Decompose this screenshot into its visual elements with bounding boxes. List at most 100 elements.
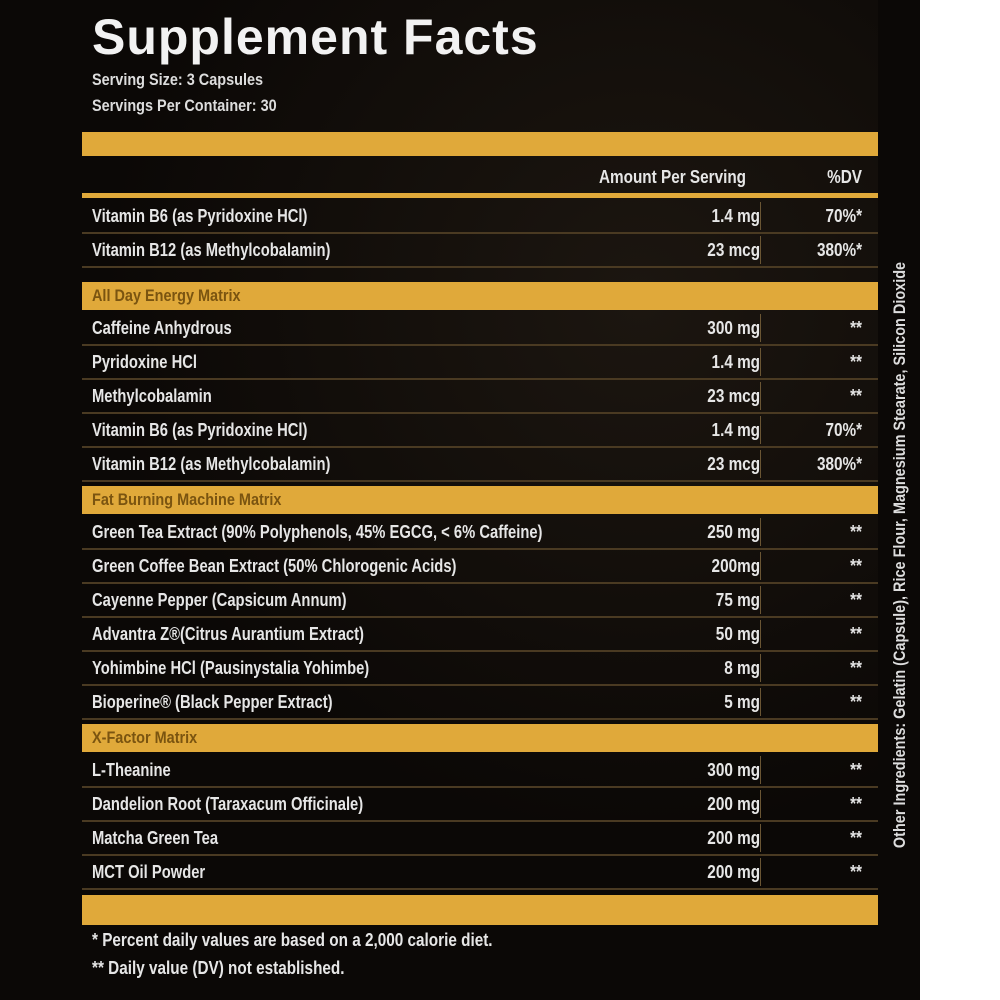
amount: 5 mg xyxy=(724,691,760,712)
section-header: X-Factor Matrix xyxy=(82,724,878,752)
column-divider xyxy=(760,416,761,444)
amount: 200mg xyxy=(711,555,760,576)
amount: 250 mg xyxy=(707,521,760,542)
daily-value: ** xyxy=(850,555,862,576)
servings-per-container: Servings Per Container: 30 xyxy=(92,96,277,115)
ingredient-name: Vitamin B12 (as Methylcobalamin) xyxy=(92,453,331,474)
amount: 23 mcg xyxy=(707,239,760,260)
ingredient-name: Caffeine Anhydrous xyxy=(92,317,232,338)
section-title: X-Factor Matrix xyxy=(92,728,198,747)
column-divider xyxy=(760,518,761,546)
ingredient-name: Vitamin B6 (as Pyridoxine HCl) xyxy=(92,419,308,440)
daily-value: ** xyxy=(850,657,862,678)
ingredient-name: Pyridoxine HCl xyxy=(92,351,197,372)
ingredient-name: Advantra Z®(Citrus Aurantium Extract) xyxy=(92,623,364,644)
column-divider xyxy=(760,382,761,410)
daily-value: ** xyxy=(850,521,862,542)
ingredient-row: Yohimbine HCl (Pausinystalia Yohimbe) 8 m… xyxy=(82,652,878,686)
amount: 200 mg xyxy=(707,861,760,882)
amount: 75 mg xyxy=(715,589,760,610)
amount: 23 mcg xyxy=(707,453,760,474)
ingredient-row: MCT Oil Powder 200 mg ** xyxy=(82,856,878,890)
dv-header: %DV xyxy=(827,166,862,187)
ingredient-row: Methylcobalamin 23 mcg ** xyxy=(82,380,878,414)
amount: 1.4 mg xyxy=(711,419,760,440)
ingredient-name: Cayenne Pepper (Capsicum Annum) xyxy=(92,589,347,610)
column-header: Amount Per Serving %DV xyxy=(82,160,878,194)
ingredient-row: Advantra Z®(Citrus Aurantium Extract) 50 … xyxy=(82,618,878,652)
ingredient-row: Cayenne Pepper (Capsicum Annum) 75 mg ** xyxy=(82,584,878,618)
ingredient-name: Dandelion Root (Taraxacum Officinale) xyxy=(92,793,364,814)
daily-value: 70%* xyxy=(825,419,862,440)
footnote: * Percent daily values are based on a 2,… xyxy=(92,930,493,950)
ingredient-row: Green Coffee Bean Extract (50% Chlorogen… xyxy=(82,550,878,584)
amount: 200 mg xyxy=(707,827,760,848)
daily-value: ** xyxy=(850,759,862,780)
column-divider xyxy=(760,202,761,230)
column-divider xyxy=(760,314,761,342)
column-divider xyxy=(760,236,761,264)
section-title: All Day Energy Matrix xyxy=(92,286,241,305)
ingredient-name: Green Coffee Bean Extract (50% Chlorogen… xyxy=(92,555,457,576)
amount: 300 mg xyxy=(707,317,760,338)
gold-divider xyxy=(82,895,878,925)
amount: 1.4 mg xyxy=(711,205,760,226)
other-ingredients: Other Ingredients: Gelatin (Capsule), Ri… xyxy=(890,261,909,849)
ingredient-name: Yohimbine HCl (Pausinystalia Yohimbe) xyxy=(92,657,370,678)
ingredient-name: Matcha Green Tea xyxy=(92,827,219,848)
title: Supplement Facts xyxy=(92,9,539,65)
ingredient-row: Green Tea Extract (90% Polyphenols, 45% … xyxy=(82,516,878,550)
daily-value: 380%* xyxy=(816,453,862,474)
daily-value: ** xyxy=(850,691,862,712)
ingredient-row: Vitamin B12 (as Methylcobalamin) 23 mcg 38… xyxy=(82,448,878,482)
daily-value: ** xyxy=(850,623,862,644)
ingredient-name: Green Tea Extract (90% Polyphenols, 45% … xyxy=(92,521,543,542)
daily-value: ** xyxy=(850,385,862,406)
serving-size: Serving Size: 3 Capsules xyxy=(92,70,264,89)
amount: 300 mg xyxy=(707,759,760,780)
daily-value: ** xyxy=(850,317,862,338)
section-title: Fat Burning Machine Matrix xyxy=(92,490,282,509)
column-divider xyxy=(760,620,761,648)
column-divider xyxy=(760,688,761,716)
column-divider xyxy=(760,756,761,784)
ingredient-name: Vitamin B12 (as Methylcobalamin) xyxy=(92,239,331,260)
amount: 200 mg xyxy=(707,793,760,814)
column-divider xyxy=(760,654,761,682)
footnote: ** Daily value (DV) not established. xyxy=(92,958,345,978)
ingredient-name: Methylcobalamin xyxy=(92,385,212,406)
amount: 23 mcg xyxy=(707,385,760,406)
section-header: Fat Burning Machine Matrix xyxy=(82,486,878,514)
ingredient-row: Caffeine Anhydrous 300 mg ** xyxy=(82,312,878,346)
facts-panel: Supplement Facts Serving Size: 3 Capsule… xyxy=(82,0,878,1000)
daily-value: ** xyxy=(850,793,862,814)
daily-value: 380%* xyxy=(816,239,862,260)
ingredient-name: L-Theanine xyxy=(92,759,171,780)
amount: 50 mg xyxy=(715,623,760,644)
column-divider xyxy=(760,348,761,376)
gold-divider xyxy=(82,132,878,156)
ingredient-row: Pyridoxine HCl 1.4 mg ** xyxy=(82,346,878,380)
daily-value: ** xyxy=(850,827,862,848)
ingredient-name: Bioperine® (Black Pepper Extract) xyxy=(92,691,333,712)
supplement-label: Supplement Facts Serving Size: 3 Capsule… xyxy=(0,0,920,1000)
daily-value: ** xyxy=(850,589,862,610)
daily-value: ** xyxy=(850,351,862,372)
ingredient-row: Dandelion Root (Taraxacum Officinale) 200… xyxy=(82,788,878,822)
column-divider xyxy=(760,858,761,886)
amount: 1.4 mg xyxy=(711,351,760,372)
gold-divider xyxy=(82,193,878,198)
section-header: All Day Energy Matrix xyxy=(82,282,878,310)
ingredient-name: MCT Oil Powder xyxy=(92,861,206,882)
column-divider xyxy=(760,552,761,580)
amount: 8 mg xyxy=(724,657,760,678)
ingredient-row: Matcha Green Tea 200 mg ** xyxy=(82,822,878,856)
column-divider xyxy=(760,450,761,478)
ingredient-row: Vitamin B6 (as Pyridoxine HCl) 1.4 mg 70%* xyxy=(82,200,878,234)
ingredient-row: Bioperine® (Black Pepper Extract) 5 mg ** xyxy=(82,686,878,720)
column-divider xyxy=(760,790,761,818)
ingredient-row: Vitamin B6 (as Pyridoxine HCl) 1.4 mg 70%* xyxy=(82,414,878,448)
column-divider xyxy=(760,824,761,852)
column-divider xyxy=(760,586,761,614)
ingredient-name: Vitamin B6 (as Pyridoxine HCl) xyxy=(92,205,308,226)
